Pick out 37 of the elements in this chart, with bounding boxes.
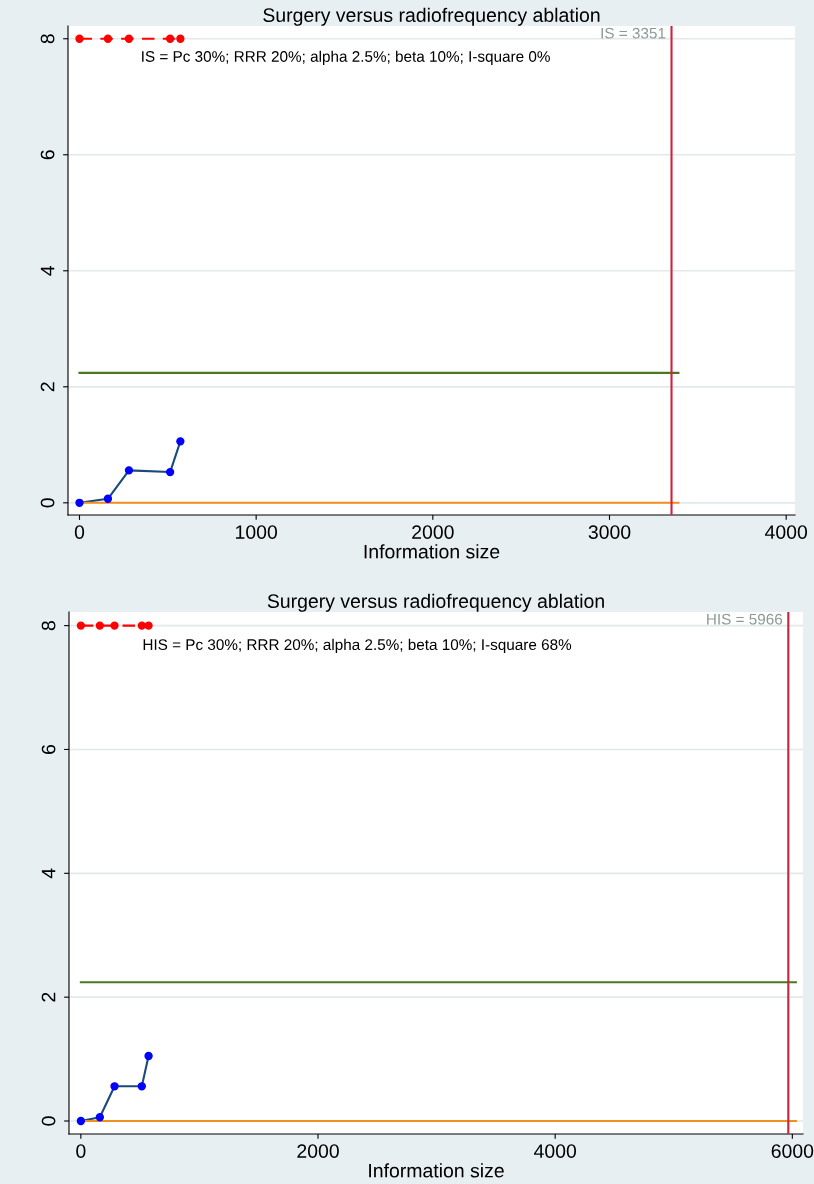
x-tick-label: 0: [74, 525, 85, 539]
point: [137, 621, 146, 630]
point: [124, 34, 134, 43]
x-tick-label: 1000: [236, 525, 278, 539]
x-tick-label: 4000: [764, 525, 808, 539]
x-axis-title: Information size: [369, 1163, 504, 1178]
annotation: HIS = Pc 30%; RRR 20%; alpha 2.5%; beta 10%; I-square 68%: [143, 638, 572, 654]
x-tick-label: 2000: [412, 525, 454, 539]
chart-title: Surgery versus radiofrequency ablation: [267, 593, 604, 612]
y-tick-label: 8: [41, 621, 56, 631]
x-axis-title: Information size: [364, 544, 500, 559]
y-tick-label: 4: [41, 868, 56, 879]
y-tick-label: 2: [41, 992, 56, 1002]
ref-line-label: HIS = 5966: [707, 613, 783, 625]
point: [176, 34, 185, 43]
y-tick-label: 0: [40, 498, 55, 508]
point: [110, 621, 119, 630]
point: [165, 34, 175, 43]
ref-line-label: IS = 3351: [601, 27, 666, 39]
point: [144, 621, 153, 630]
point: [103, 34, 113, 43]
point: [95, 621, 104, 630]
y-tick-label: 8: [40, 34, 55, 44]
y-tick-label: 2: [40, 382, 55, 392]
x-tick-label: 4000: [533, 1144, 577, 1158]
annotation: IS = Pc 30%; RRR 20%; alpha 2.5%; beta 10%; I-square 0%: [142, 50, 550, 65]
point: [76, 621, 86, 630]
x-tick-label: 0: [76, 1144, 86, 1158]
y-tick-label: 6: [40, 150, 55, 160]
y-tick-label: 6: [41, 744, 56, 754]
y-tick-label: 0: [41, 1116, 56, 1126]
x-tick-label: 2000: [297, 1144, 339, 1158]
y-tick-label: 4: [40, 265, 55, 276]
point: [75, 34, 84, 43]
chart-title: Surgery versus radiofrequency ablation: [263, 7, 600, 26]
x-tick-label: 3000: [588, 525, 631, 539]
x-tick-label: 6000: [771, 1144, 814, 1158]
